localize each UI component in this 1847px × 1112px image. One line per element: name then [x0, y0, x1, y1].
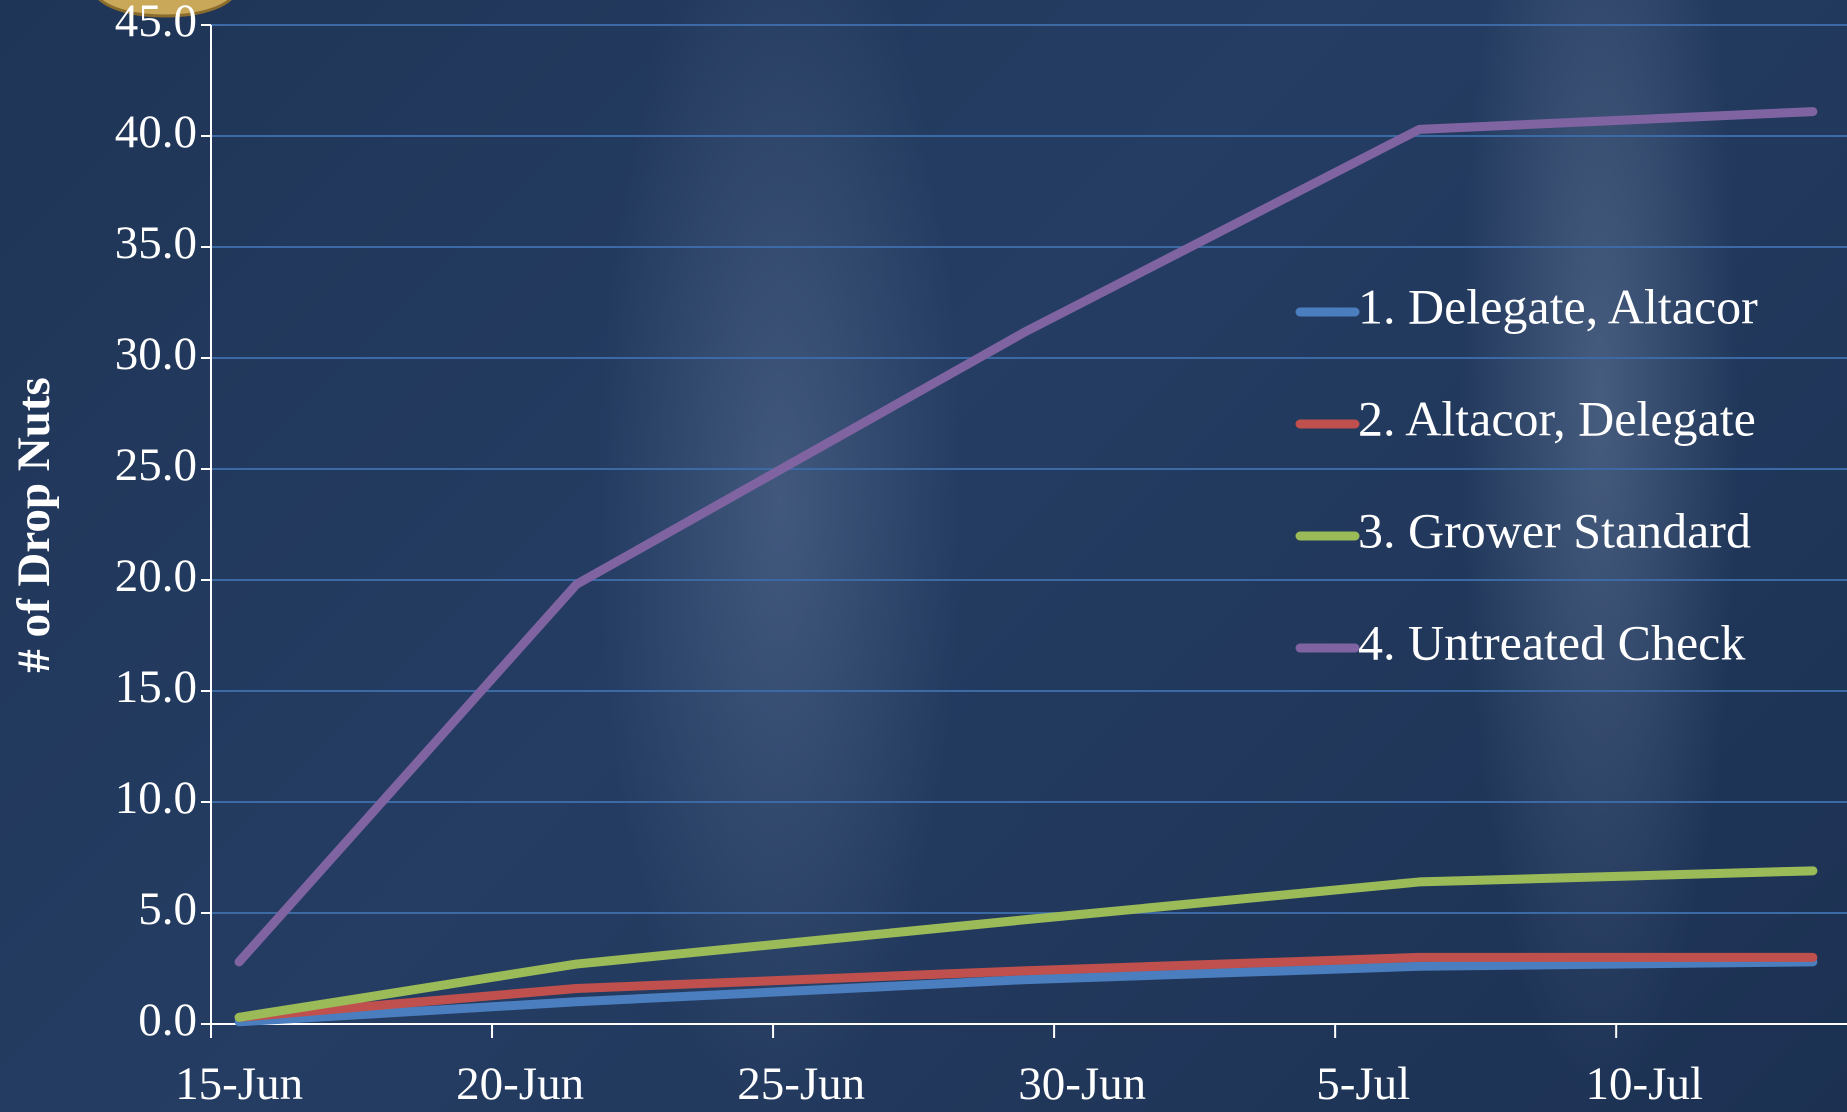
- y-tick-label: 25.0: [115, 439, 197, 491]
- x-tick-label: 25-Jun: [737, 1058, 865, 1110]
- y-tick-label: 5.0: [138, 883, 197, 935]
- x-tick-label: 20-Jun: [456, 1058, 584, 1110]
- y-tick-label: 45.0: [115, 0, 197, 47]
- x-tick-label: 10-Jul: [1586, 1058, 1704, 1110]
- series-line: [234, 952, 1818, 1022]
- y-tick-label: 15.0: [115, 661, 197, 713]
- legend-label: 1. Delegate, Altacor: [1358, 278, 1758, 334]
- y-axis-label: # of Drop Nuts: [8, 377, 60, 673]
- y-tick-label: 40.0: [115, 106, 197, 158]
- y-tick-label: 30.0: [115, 328, 197, 380]
- series-line: [234, 866, 1818, 1022]
- y-tick-label: 0.0: [138, 994, 197, 1046]
- x-tick-label: 15-Jun: [175, 1058, 303, 1110]
- legend-label: 2. Altacor, Delegate: [1358, 390, 1756, 446]
- coin-decoration: [98, 0, 232, 18]
- y-tick-label: 20.0: [115, 550, 197, 602]
- x-tick-label: 30-Jun: [1018, 1058, 1146, 1110]
- series-line: [234, 107, 1818, 967]
- legend-label: 4. Untreated Check: [1358, 614, 1745, 670]
- legend-label: 3. Grower Standard: [1358, 502, 1751, 558]
- y-tick-label: 35.0: [115, 217, 197, 269]
- series-line: [234, 957, 1818, 1027]
- x-tick-label: 5-Jul: [1316, 1058, 1410, 1110]
- y-tick-label: 10.0: [115, 772, 197, 824]
